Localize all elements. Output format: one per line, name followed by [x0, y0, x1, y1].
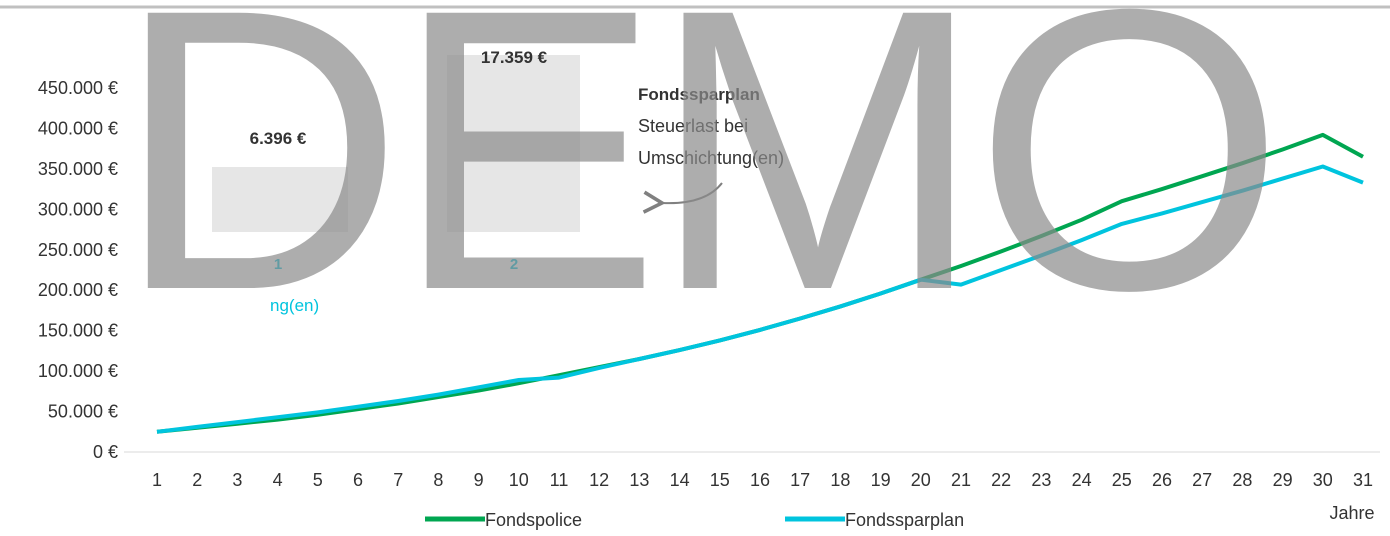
x-tick-label: 5	[313, 470, 323, 490]
x-tick-label: 13	[629, 470, 649, 490]
callout-title: Fondssparplan	[638, 85, 760, 104]
left-annotation-fragment: ng(en)	[270, 296, 319, 315]
series-line-fondssparplan	[156, 164, 1364, 434]
callout-line-2: Umschichtung(en)	[638, 148, 784, 168]
y-tick-label: 50.000 €	[48, 402, 118, 422]
x-tick-label: 12	[589, 470, 609, 490]
y-tick-label: 250.000 €	[38, 240, 118, 260]
x-tick-label: 15	[710, 470, 730, 490]
tax-bar-1	[212, 167, 348, 232]
x-tick-label: 7	[393, 470, 403, 490]
x-tick-label: 4	[273, 470, 283, 490]
x-tick-label: 23	[1031, 470, 1051, 490]
y-tick-label: 350.000 €	[38, 159, 118, 179]
callout-line-1: Steuerlast bei	[638, 116, 748, 136]
y-tick-label: 0 €	[93, 442, 118, 462]
x-tick-label: 16	[750, 470, 770, 490]
x-tick-label: 8	[433, 470, 443, 490]
x-tick-label: 25	[1112, 470, 1132, 490]
x-tick-label: 21	[951, 470, 971, 490]
tax-bar-2-value: 17.359 €	[481, 48, 548, 67]
x-tick-label: 31	[1353, 470, 1373, 490]
x-tick-label: 10	[509, 470, 529, 490]
x-tick-label: 2	[192, 470, 202, 490]
x-tick-label: 22	[991, 470, 1011, 490]
y-tick-label: 300.000 €	[38, 199, 118, 219]
x-tick-label: 1	[152, 470, 162, 490]
x-tick-label: 14	[670, 470, 690, 490]
y-tick-label: 100.000 €	[38, 361, 118, 381]
y-axis: 0 € 50.000 € 100.000 € 150.000 € 200.000 € 25…	[38, 78, 118, 462]
y-tick-label: 150.000 €	[38, 321, 118, 341]
callout-arrow	[642, 182, 723, 214]
y-tick-label: 450.000 €	[38, 78, 118, 98]
x-tick-label: 29	[1273, 470, 1293, 490]
x-tick-label: 6	[353, 470, 363, 490]
x-axis-label: Jahre	[1329, 503, 1374, 523]
x-tick-label: 3	[232, 470, 242, 490]
y-tick-label: 200.000 €	[38, 280, 118, 300]
tax-bar-2-number: 2	[510, 256, 518, 273]
legend-label-fondssparplan: Fondssparplan	[845, 510, 964, 530]
tax-bar-2	[447, 55, 580, 232]
x-tick-label: 30	[1313, 470, 1333, 490]
x-tick-label: 26	[1152, 470, 1172, 490]
tax-bar-1-value: 6.396 €	[250, 129, 307, 148]
x-tick-label: 20	[911, 470, 931, 490]
x-tick-label: 18	[830, 470, 850, 490]
x-tick-label: 11	[550, 470, 569, 490]
x-tick-label: 27	[1192, 470, 1212, 490]
x-axis: 1 2 3 4 5 6 7 8 9 10 11 12 13 14 15 16 17 18 19 20 21 22 23 24 2…	[124, 451, 1380, 490]
demo-watermark: DEMO	[115, 0, 1275, 373]
series-lines	[156, 132, 1364, 434]
x-tick-label: 17	[790, 470, 810, 490]
x-tick-label: 9	[474, 470, 484, 490]
tax-bar-1-number: 1	[274, 256, 282, 273]
y-tick-label: 400.000 €	[38, 118, 118, 138]
legend-label-fondspolice: Fondspolice	[485, 510, 582, 530]
x-tick-label: 28	[1232, 470, 1252, 490]
x-tick-label: 19	[871, 470, 891, 490]
legend: Fondspolice Fondssparplan	[425, 510, 964, 530]
x-tick-label: 24	[1072, 470, 1092, 490]
